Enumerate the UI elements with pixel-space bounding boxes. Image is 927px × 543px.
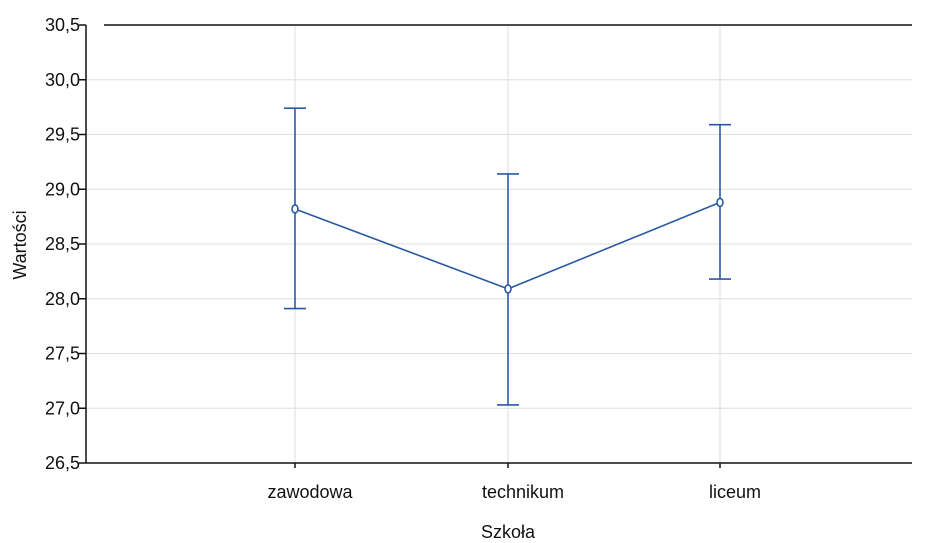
y-tick-label: 30,0 (45, 70, 80, 90)
axes-layer (79, 24, 912, 468)
y-tick-label: 30,5 (45, 15, 80, 35)
data-point (291, 204, 299, 214)
x-tick-label: zawodowa (267, 482, 353, 502)
y-tick-label: 29,0 (45, 179, 80, 199)
grid-layer (86, 25, 912, 463)
y-tick-label: 29,5 (45, 125, 80, 145)
y-tick-label: 27,5 (45, 344, 80, 364)
y-axis-title: Wartości (10, 210, 30, 279)
series-layer (284, 107, 731, 406)
x-axis-title: Szkoła (481, 522, 536, 542)
y-tick-label: 28,5 (45, 234, 80, 254)
y-tick-label: 26,5 (45, 453, 80, 473)
y-tick-label: 27,0 (45, 398, 80, 418)
labels-layer: 26,5 27,0 27,5 28,0 28,5 29,0 29,5 30,0 30,5 zawo… (45, 15, 761, 502)
y-tick-label: 28,0 (45, 289, 80, 309)
x-tick-label: liceum (709, 482, 761, 502)
data-point (504, 284, 512, 294)
data-point (716, 197, 724, 208)
x-tick-label: technikum (482, 482, 564, 502)
